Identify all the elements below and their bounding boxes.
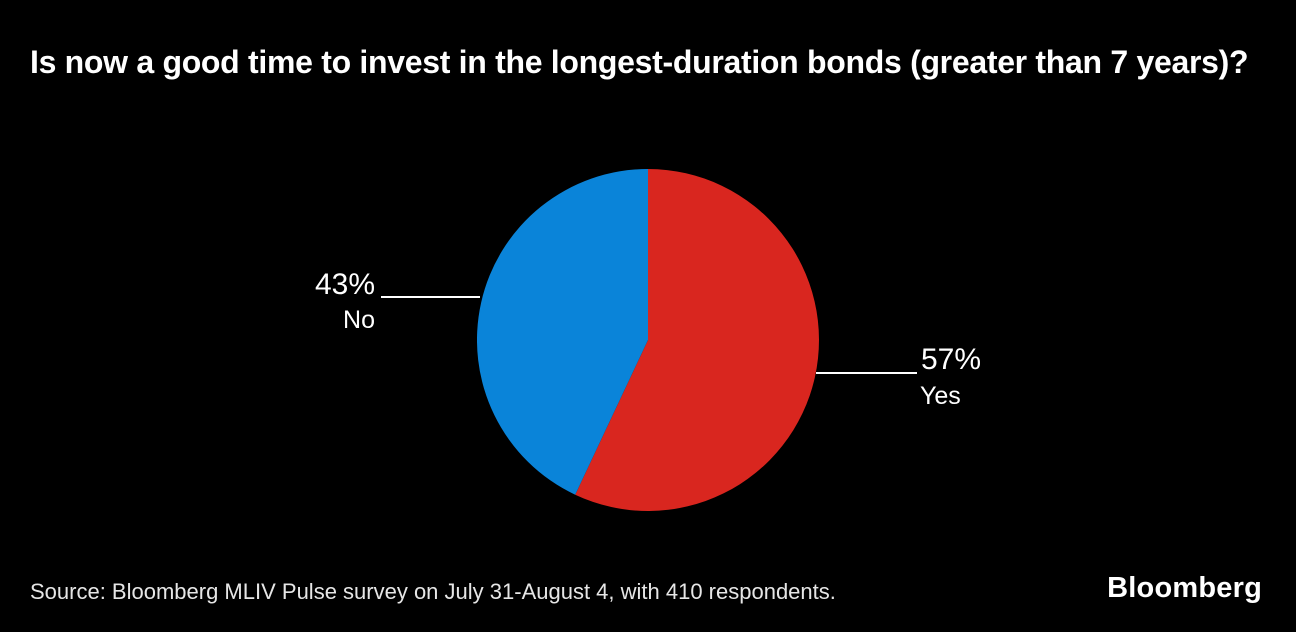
label-yes-value: 57% [921,343,982,376]
leader-line-yes [816,372,917,374]
label-no-value: 43% [314,268,375,301]
pie-chart-svg [476,169,819,512]
leader-line-no [381,296,480,298]
chart-title: Is now a good time to invest in the long… [30,44,1249,80]
label-yes-category: Yes [920,382,961,410]
pie-chart [476,169,819,512]
pie-slice-no [476,169,648,495]
bloomberg-logo: Bloomberg [1107,572,1262,604]
label-no-category: No [343,306,375,334]
pie-slice-yes [575,169,819,512]
source-note: Source: Bloomberg MLIV Pulse survey on J… [30,579,836,604]
